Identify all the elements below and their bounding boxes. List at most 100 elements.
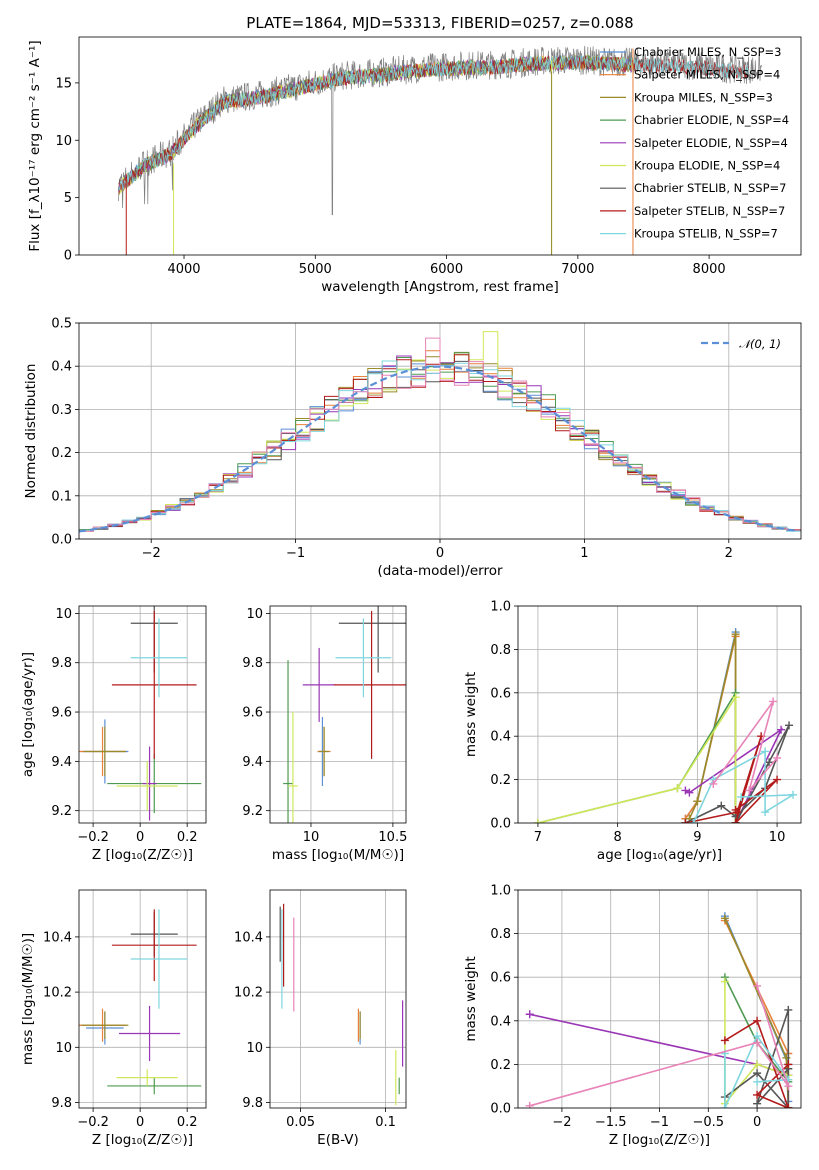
legend-entry: Kroupa STELIB, N_SSP=7 (634, 227, 778, 241)
legend-entry: Kroupa MILES, N_SSP=3 (634, 90, 773, 104)
weight-marker (753, 1016, 762, 1025)
legend-entry: Chabrier MILES, N_SSP=3 (634, 45, 781, 59)
x-tick-label: 1 (580, 546, 588, 561)
y-tick-label: 15 (55, 76, 72, 91)
y-tick-label: 10 (55, 134, 72, 149)
axes-frame (78, 36, 802, 256)
x-tick-label: 0.2 (177, 1115, 198, 1130)
x-tick-label: 0 (753, 1115, 761, 1130)
x-tick-label: 10.5 (378, 830, 407, 845)
x-axis-label: Z [log₁₀(Z/Z☉)] (92, 1132, 193, 1148)
weight-marker (753, 1069, 762, 1078)
weight-marker (789, 790, 798, 799)
x-tick-label: 10 (769, 830, 786, 845)
x-tick-label: 0 (136, 1115, 144, 1130)
weight-marker (784, 1082, 793, 1091)
axes-frame (517, 889, 802, 1109)
weight-line (712, 701, 778, 792)
x-tick-label: 6000 (430, 262, 463, 277)
weight-marker (720, 977, 729, 986)
x-axis-label: E(B-V) (317, 1132, 359, 1148)
y-tick-label: 10.4 (43, 930, 72, 945)
weight-marker (753, 1038, 762, 1047)
y-tick-label: 1.0 (490, 600, 511, 615)
y-tick-label: 10 (55, 607, 72, 622)
legend-entry: Salpeter STELIB, N_SSP=7 (634, 204, 785, 218)
weight-marker (717, 801, 726, 810)
x-tick-label: 9 (693, 830, 701, 845)
x-tick-label: 7000 (561, 262, 594, 277)
x-tick-label: 0.2 (177, 830, 198, 845)
y-tick-label: 0.0 (51, 533, 72, 548)
x-tick-label: 0.05 (286, 1115, 315, 1130)
weight-marker (753, 1060, 762, 1069)
y-tick-label: 10.4 (234, 930, 263, 945)
weight-marker (525, 1101, 534, 1108)
weight-line (724, 1019, 790, 1108)
y-tick-label: 0.0 (490, 817, 511, 832)
weight-marker (673, 784, 682, 793)
weight-marker (685, 788, 694, 797)
panel-residuals: −2 −1 0 1 2 0.0 0.1 0.2 0.3 0.4 0.5 (data-model)/er… (23, 317, 802, 579)
axes-frame (78, 322, 802, 540)
y-tick-label: 10 (246, 607, 263, 622)
weight-line (688, 634, 737, 823)
weight-marker (731, 805, 740, 814)
weight-marker (720, 1104, 729, 1108)
legend-entry: Chabrier STELIB, N_SSP=7 (634, 181, 786, 195)
figure-title: PLATE=1864, MJD=53313, FIBERID=0257, z=0… (246, 14, 633, 32)
weight-marker (693, 797, 702, 806)
weight-marker (765, 758, 774, 767)
x-tick-label: −1.5 (595, 1115, 627, 1130)
weight-line (537, 689, 737, 823)
weight-marker (769, 697, 778, 706)
x-tick-label: 8000 (693, 262, 726, 277)
y-axis-label: Normed distribution (23, 364, 39, 499)
y-tick-label: 0 (64, 249, 72, 264)
weight-marker (753, 1099, 762, 1108)
plot-area-residuals (79, 331, 801, 539)
legend-entry: Kroupa ELODIE, N_SSP=4 (634, 159, 780, 173)
x-tick-label: 4000 (167, 262, 200, 277)
weight-marker (720, 914, 729, 923)
axes-frame (78, 889, 207, 1109)
y-tick-label: 0.6 (490, 971, 511, 986)
y-tick-label: 10 (55, 1041, 72, 1056)
x-axis-label: (data-model)/error (377, 563, 503, 579)
panel-mass-vs-EBV: 0.05 0.1 9.8 10 10.2 10.4 E(B-V) (234, 889, 407, 1148)
weight-line (684, 631, 737, 823)
panel-spectrum: 4000 5000 6000 7000 8000 0 5 10 15 wavelength [An… (27, 36, 802, 295)
weight-line (537, 694, 737, 823)
y-tick-label: 0.4 (490, 730, 511, 745)
model-spectrum (118, 54, 749, 191)
y-tick-label: 10.2 (234, 986, 263, 1001)
y-tick-label: 0.1 (51, 489, 72, 504)
weight-line (692, 750, 797, 823)
weight-marker (753, 981, 762, 990)
y-tick-label: 0.8 (490, 927, 511, 942)
plot-area-mass-vs-Z (79, 909, 202, 1095)
x-tick-label: −0.5 (693, 1115, 725, 1130)
legend-entry: Salpeter MILES, N_SSP=4 (634, 68, 780, 82)
y-tick-label: 9.2 (51, 804, 72, 819)
y-tick-label: 9.4 (242, 755, 263, 770)
plot-area-mass-vs-EBV (279, 903, 404, 1106)
x-tick-label: −0.2 (77, 1115, 109, 1130)
y-tick-label: 0.4 (490, 1014, 511, 1029)
plot-area-age-vs-mass (283, 606, 406, 823)
weight-line (529, 985, 790, 1107)
panel-weight-vs-age: 7 8 9 10 0.0 0.2 0.4 0.6 0.8 1.0 age [log₁₀(age/yr… (463, 600, 802, 863)
weight-marker (761, 747, 770, 756)
y-axis-label: mass weight (463, 956, 479, 1041)
axes-frame (269, 605, 407, 824)
y-tick-label: 9.4 (51, 755, 72, 770)
axes-frame (78, 605, 207, 824)
y-tick-label: 0.6 (490, 686, 511, 701)
weight-marker (784, 1005, 793, 1014)
x-tick-label: −0.2 (77, 830, 109, 845)
plot-area-spectrum (118, 45, 762, 255)
y-tick-label: 0.8 (490, 643, 511, 658)
y-tick-label: 0.2 (490, 773, 511, 788)
residual-histogram (79, 337, 801, 539)
